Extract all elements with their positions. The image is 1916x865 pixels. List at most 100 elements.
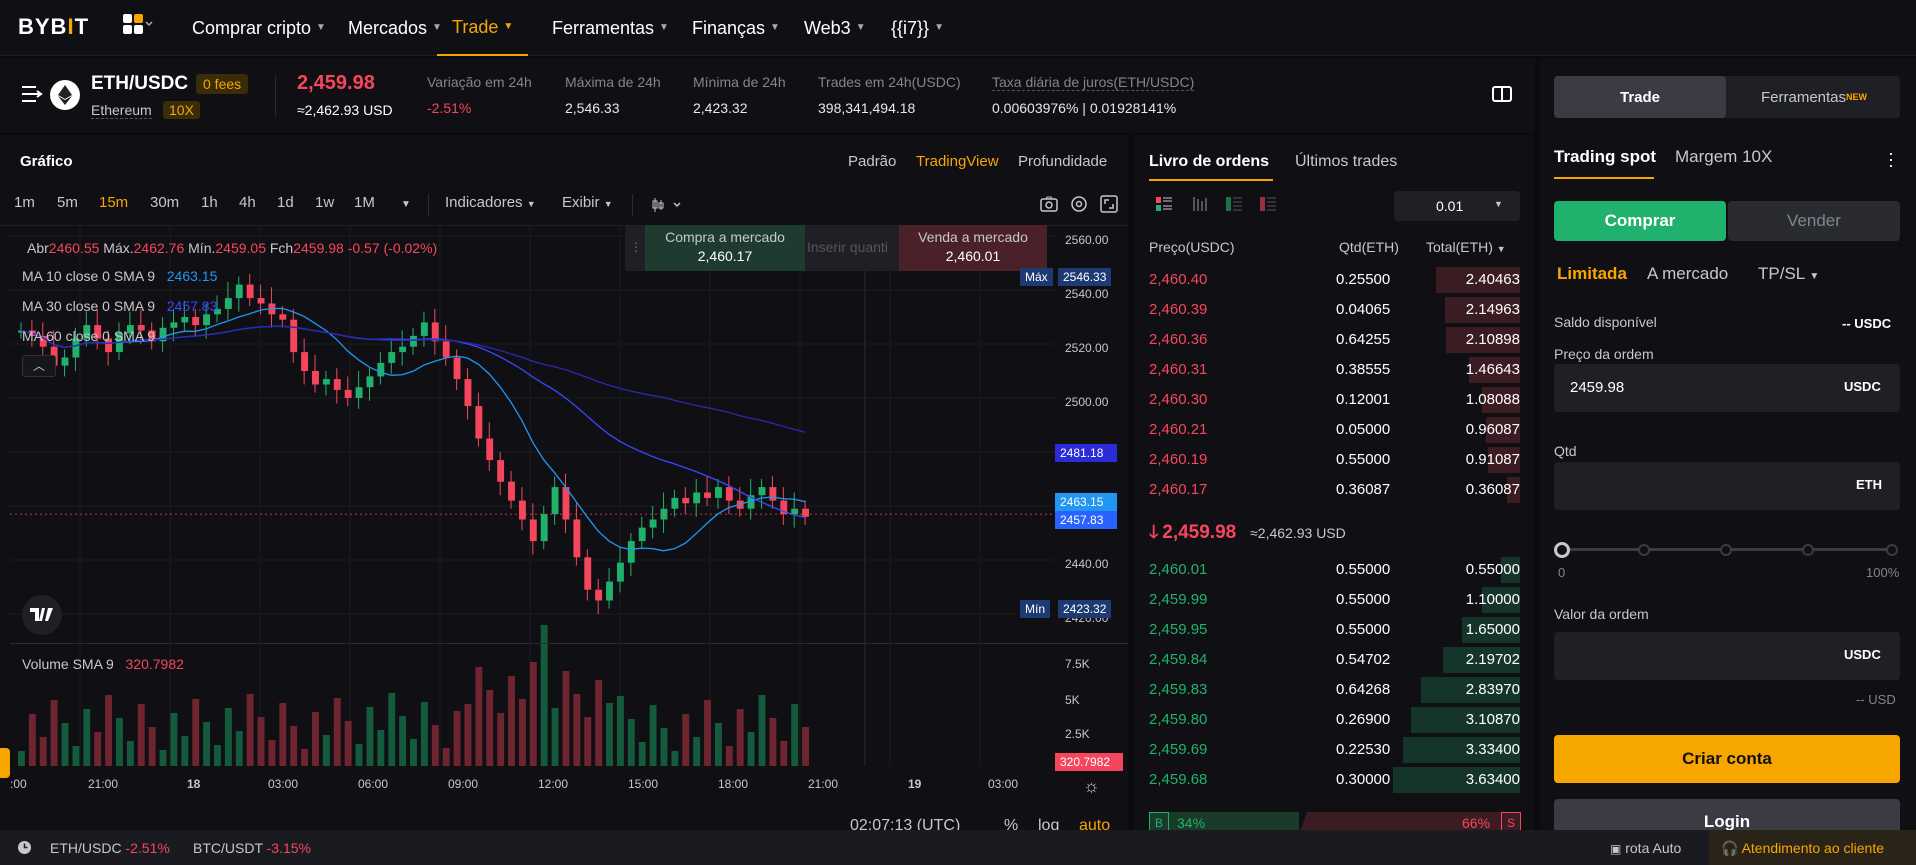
log-scale-toggle[interactable]: log bbox=[1038, 817, 1060, 834]
candle-body bbox=[148, 330, 156, 342]
nav-web3[interactable]: Web3 ▼ bbox=[804, 18, 866, 38]
nav-buy-crypto[interactable]: Comprar cripto ▼ bbox=[192, 18, 326, 38]
col-total-header[interactable]: Total(ETH) ▼ bbox=[1426, 239, 1506, 255]
volume-bar bbox=[595, 680, 603, 766]
chart-settings-icon[interactable]: ☼ bbox=[1083, 776, 1100, 796]
bid-row[interactable]: 2,459.83 0.64268 2.83970 bbox=[1134, 675, 1534, 705]
order-type-market[interactable]: A mercado bbox=[1647, 264, 1729, 283]
book-view-asks-icon[interactable] bbox=[1260, 197, 1276, 214]
ask-row[interactable]: 2,460.39 0.04065 2.14963 bbox=[1134, 295, 1534, 325]
market-buy-button[interactable]: Compra a mercado 2,460.17 bbox=[645, 225, 805, 271]
interval-1M[interactable]: 1M bbox=[354, 194, 375, 211]
tab-order-book[interactable]: Livro de ordens bbox=[1149, 153, 1270, 170]
book-layout-icon[interactable] bbox=[1492, 86, 1512, 105]
camera-icon[interactable] bbox=[1040, 196, 1058, 215]
ask-row[interactable]: 2,460.40 0.25500 2.40463 bbox=[1134, 265, 1534, 295]
ma30-legend[interactable]: MA 30 close 0 SMA 9 2457.83 bbox=[22, 298, 218, 314]
nav-tools[interactable]: Ferramentas ▼ bbox=[552, 18, 669, 38]
interval-30m[interactable]: 30m bbox=[150, 194, 180, 211]
bid-row[interactable]: 2,460.01 0.55000 0.55000 bbox=[1134, 555, 1534, 585]
tab-recent-trades[interactable]: Últimos trades bbox=[1295, 153, 1398, 170]
clock-icon[interactable] bbox=[17, 840, 32, 858]
bid-row[interactable]: 2,459.69 0.22530 3.33400 bbox=[1134, 735, 1534, 765]
interval-1m[interactable]: 1m bbox=[14, 194, 35, 211]
footer-ticker-item[interactable]: ETH/USDC -2.51% bbox=[50, 840, 170, 856]
book-view-bars-icon[interactable] bbox=[1192, 197, 1208, 214]
interval-more-chevron-icon[interactable]: ▼ bbox=[401, 199, 411, 210]
qty-slider[interactable] bbox=[1554, 542, 1900, 558]
ask-row[interactable]: 2,460.19 0.55000 0.91087 bbox=[1134, 445, 1534, 475]
ask-row[interactable]: 2,460.30 0.12001 1.08088 bbox=[1134, 385, 1534, 415]
candle-body bbox=[649, 519, 657, 528]
tab-tools[interactable]: Ferramentas NEW bbox=[1760, 88, 1868, 106]
ask-row[interactable]: 2,460.17 0.36087 0.36087 bbox=[1134, 475, 1534, 505]
x-axis-tick: :00 bbox=[10, 777, 27, 791]
ask-row[interactable]: 2,460.21 0.05000 0.96087 bbox=[1134, 415, 1534, 445]
qty-input[interactable]: ETH bbox=[1554, 462, 1900, 510]
nav-template-item[interactable]: {{i7}} ▼ bbox=[891, 18, 944, 38]
interval-1w[interactable]: 1w bbox=[315, 194, 335, 211]
row-price: 2,459.84 bbox=[1149, 651, 1208, 668]
collapse-legend-button[interactable]: ︿ bbox=[22, 355, 56, 377]
tab-trade[interactable]: Trade bbox=[1554, 76, 1726, 118]
ma10-legend[interactable]: MA 10 close 0 SMA 9 2463.15 bbox=[22, 268, 218, 284]
interval-5m[interactable]: 5m bbox=[57, 194, 78, 211]
footer-ticker-item[interactable]: BTC/USDT -3.15% bbox=[193, 840, 311, 856]
interval-15m[interactable]: 15m bbox=[99, 194, 129, 211]
stat-label[interactable]: Taxa diária de juros(ETH/USDC) bbox=[992, 74, 1195, 91]
nav-finance[interactable]: Finanças ▼ bbox=[692, 18, 780, 38]
coin-name[interactable]: Ethereum bbox=[91, 102, 152, 119]
quick-qty-input[interactable]: Inserir quanti bbox=[807, 239, 888, 255]
create-account-button[interactable]: Criar conta bbox=[1554, 735, 1900, 783]
order-price-input[interactable]: 2459.98 USDC bbox=[1554, 364, 1900, 412]
settings-gear-icon[interactable] bbox=[1070, 195, 1088, 216]
order-type-limit[interactable]: Limitada bbox=[1557, 264, 1627, 283]
mode-margin[interactable]: Margem 10X bbox=[1675, 147, 1773, 166]
candle-body bbox=[682, 497, 690, 504]
ask-row[interactable]: 2,460.36 0.64255 2.10898 bbox=[1134, 325, 1534, 355]
tradingview-logo-icon[interactable] bbox=[22, 595, 62, 635]
fullscreen-icon[interactable] bbox=[1100, 195, 1118, 216]
percent-scale-toggle[interactable]: % bbox=[1004, 817, 1019, 834]
side-handle-icon[interactable] bbox=[0, 748, 10, 778]
interval-1d[interactable]: 1d bbox=[277, 194, 294, 211]
book-view-bids-icon[interactable] bbox=[1226, 197, 1242, 214]
route-selector[interactable]: ▣ rota Auto bbox=[1610, 840, 1682, 856]
price-chart[interactable] bbox=[10, 226, 1055, 791]
interval-1h[interactable]: 1h bbox=[201, 194, 218, 211]
customer-support-button[interactable]: 🎧 Atendimento ao cliente bbox=[1709, 830, 1916, 865]
market-sell-button[interactable]: Venda a mercado 2,460.01 bbox=[899, 225, 1047, 271]
buy-side-button[interactable]: Comprar bbox=[1554, 201, 1726, 241]
mode-spot[interactable]: Trading spot bbox=[1554, 147, 1656, 166]
book-view-both-icon[interactable] bbox=[1156, 197, 1172, 214]
order-type-tpsl[interactable]: TP/SL ▼ bbox=[1758, 264, 1820, 283]
apps-grid-icon[interactable] bbox=[123, 14, 153, 36]
bid-row[interactable]: 2,459.84 0.54702 2.19702 bbox=[1134, 645, 1534, 675]
indicators-button[interactable]: Indicadores ▼ bbox=[445, 194, 536, 211]
candle-type-icon[interactable] bbox=[652, 197, 686, 216]
ma60-legend[interactable]: MA 60 close 0 SMA 9 bbox=[22, 328, 156, 344]
nav-markets[interactable]: Mercados ▼ bbox=[348, 18, 442, 38]
bid-row[interactable]: 2,459.68 0.30000 3.63400 bbox=[1134, 765, 1534, 795]
pair-symbol[interactable]: ETH/USDC bbox=[91, 73, 189, 94]
interval-4h[interactable]: 4h bbox=[239, 194, 256, 211]
bybit-logo[interactable]: BYBIT bbox=[18, 14, 90, 39]
chart-view-tradingview[interactable]: TradingView bbox=[916, 153, 999, 170]
ask-row[interactable]: 2,460.31 0.38555 1.46643 bbox=[1134, 355, 1534, 385]
slider-handle[interactable] bbox=[1554, 542, 1570, 558]
precision-select[interactable]: 0.01 ▼ bbox=[1394, 191, 1520, 221]
nav-trade[interactable]: Trade ▼ bbox=[437, 0, 529, 56]
display-button[interactable]: Exibir ▼ bbox=[562, 194, 613, 211]
chart-view-standard[interactable]: Padrão bbox=[848, 153, 897, 170]
last-price: 2,459.98 bbox=[297, 72, 375, 94]
bid-row[interactable]: 2,459.80 0.26900 3.10870 bbox=[1134, 705, 1534, 735]
chart-view-depth[interactable]: Profundidade bbox=[1018, 153, 1108, 170]
candle-body bbox=[508, 481, 515, 501]
bid-row[interactable]: 2,459.99 0.55000 1.10000 bbox=[1134, 585, 1534, 615]
more-options-icon[interactable]: · · · bbox=[1888, 143, 1894, 175]
menu-icon[interactable] bbox=[21, 85, 43, 106]
bid-row[interactable]: 2,459.95 0.55000 1.65000 bbox=[1134, 615, 1534, 645]
order-value-input[interactable]: USDC bbox=[1554, 632, 1900, 680]
auto-scale-toggle[interactable]: auto bbox=[1079, 817, 1111, 834]
sell-side-button[interactable]: Vender bbox=[1728, 201, 1900, 241]
